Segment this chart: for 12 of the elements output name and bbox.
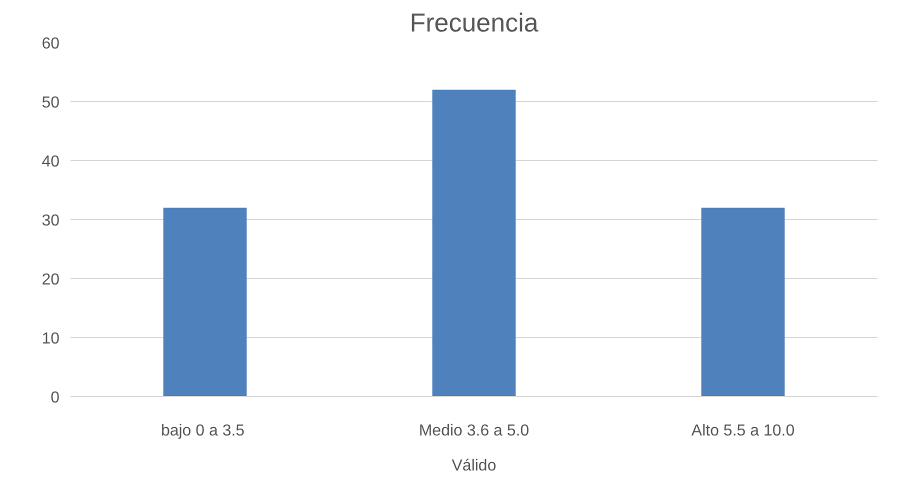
y-tick-label: 0 [50,390,60,406]
y-tick-label: 50 [42,94,60,112]
x-tick-label: Medio 3.6 a 5.0 [418,422,530,440]
y-tick-label: 30 [42,212,60,230]
x-tick-label: Alto 5.5 a 10.0 [691,422,795,440]
y-tick-label: 10 [42,330,60,348]
chart-title: Frecuencia [410,8,539,38]
y-tick-label: 40 [42,154,60,170]
y-tick-label: 20 [42,272,60,288]
x-tick-label: bajo 0 a 3.5 [160,422,245,440]
x-axis-title: Válido [452,458,496,474]
y-tick-label: 60 [42,36,60,52]
